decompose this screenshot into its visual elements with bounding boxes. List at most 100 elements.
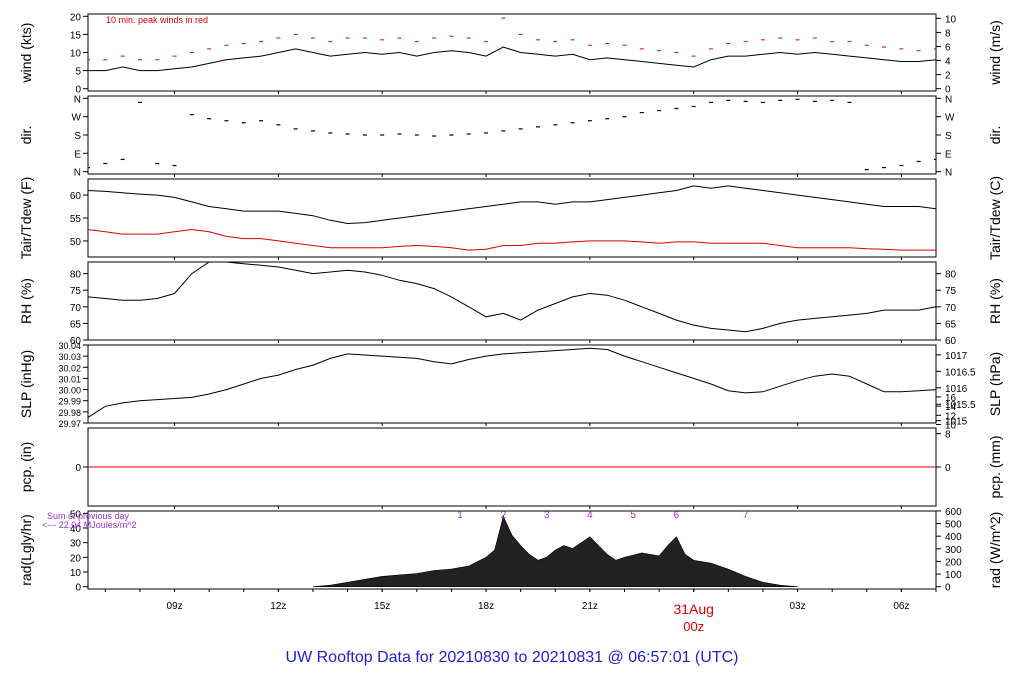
y-axis-label-left: wind (kts) — [18, 23, 34, 84]
y-axis-label-right: pcp. (mm) — [987, 436, 1003, 499]
y-tick-label-right: S — [945, 131, 952, 142]
y-tick-label-left: N — [74, 168, 81, 179]
y-tick-label-left: 15 — [70, 30, 82, 41]
y-tick-label-right: 4 — [945, 57, 951, 68]
y-tick-label-right: 12 — [945, 411, 957, 422]
x-tick-label: 06z — [893, 601, 909, 612]
y-axis-label-left: RH (%) — [18, 278, 34, 324]
y-tick-label-right: 8 — [945, 28, 951, 39]
series-line-tdew — [88, 228, 936, 251]
y-tick-label-right: 600 — [945, 507, 962, 518]
date-marker-time: 00z — [683, 619, 704, 634]
y-tick-label-right: 100 — [945, 570, 962, 581]
y-tick-label-right: N — [945, 94, 952, 105]
x-tick-label: 18z — [478, 601, 494, 612]
y-tick-label-right: N — [945, 168, 952, 179]
y-axis-label-right: RH (%) — [987, 278, 1003, 324]
panel-frame — [87, 344, 937, 424]
y-tick-label-left: 10 — [70, 568, 82, 579]
series-line-tair — [88, 185, 936, 225]
y-tick-label-left: 55 — [70, 214, 82, 225]
hour-marker-6: 6 — [674, 510, 680, 521]
y-tick-label-left: 40 — [70, 524, 82, 535]
x-axis: 09z 12z 15z 18z 21z 03z 06z 31Aug 00z — [104, 589, 937, 634]
y-tick-label-left: N — [74, 94, 81, 105]
y-axis-label-right: wind (m/s) — [987, 20, 1003, 86]
y-tick-label-left: 30 — [70, 539, 82, 550]
y-tick-label-right: 1016.5 — [945, 367, 976, 378]
hour-marker-1: 1 — [457, 510, 463, 521]
y-tick-label-left: 0 — [75, 583, 81, 594]
y-tick-label-right: 65 — [945, 319, 957, 330]
panel-frame — [87, 510, 937, 590]
y-tick-label-left: 0 — [75, 85, 81, 96]
y-tick-label-right: 14 — [945, 402, 957, 413]
y-axis-label-left: dir. — [18, 126, 34, 145]
panel-rad: 010203040500100200300400500600rad(Lgly/h… — [18, 507, 1003, 594]
y-axis-label-right: dir. — [987, 126, 1003, 145]
y-tick-label-right: 80 — [945, 270, 957, 281]
panel-rh: 60 65 70 75 80 60 65 70 75 80 RH (%) RH (%) — [18, 261, 1003, 347]
peak-winds-note: 10 min. peak winds in red — [106, 15, 208, 25]
y-tick-label-left: 75 — [70, 286, 82, 297]
y-tick-label-left: 65 — [70, 319, 82, 330]
y-tick-label-left: 50 — [70, 509, 82, 520]
y-tick-label-left: 60 — [70, 336, 82, 347]
panel-frame — [87, 95, 937, 175]
hour-marker-5: 5 — [630, 510, 636, 521]
y-tick-label-left: 80 — [70, 270, 82, 281]
y-axis-label-right: SLP (hPa) — [987, 352, 1003, 416]
series-line-rh — [88, 262, 936, 333]
y-tick-label-left: 30.04 — [58, 341, 81, 351]
panel-frame — [87, 13, 937, 92]
y-tick-label-left: 30.02 — [58, 363, 81, 373]
panel-wind: 0 5 10 15 20 0 2 4 6 8 10 wind (kts) wind (m/s) 10 mi… — [18, 12, 1003, 95]
hour-marker-7: 7 — [743, 510, 749, 521]
panel-pcp: 0 0 pcp. (in) pcp. (mm) — [18, 427, 1003, 509]
radiation-sum-note: Sum of previous day — [47, 511, 130, 521]
y-tick-label-right: 10 — [945, 420, 957, 431]
y-axis-label-left: Tair/Tdew (F) — [18, 177, 34, 259]
y-axis-label-left: SLP (inHg) — [18, 350, 34, 418]
y-tick-label-left: 60 — [70, 191, 82, 202]
date-marker-label: 31Aug — [673, 601, 713, 617]
x-tick-label: 12z — [270, 601, 286, 612]
radiation-area — [312, 515, 798, 587]
y-tick-label-left: 29.98 — [58, 408, 81, 418]
y-tick-label-right: 16 — [945, 393, 957, 404]
x-tick-label: 03z — [789, 601, 805, 612]
y-tick-label-left: E — [74, 149, 81, 160]
y-tick-label-right: 0 — [945, 583, 951, 594]
y-axis-label-right: Tair/Tdew (C) — [987, 176, 1003, 260]
y-tick-label-left: S — [74, 131, 81, 142]
y-tick-label-left: 0 — [75, 463, 81, 474]
y-tick-label-right: 60 — [945, 336, 957, 347]
y-tick-label-left: 50 — [70, 237, 82, 248]
series-line-slp — [88, 347, 936, 418]
y-tick-label-right: 2 — [945, 71, 951, 82]
y-tick-label-right: 1016 — [945, 384, 968, 395]
y-tick-label-left: 30.03 — [58, 352, 81, 362]
y-tick-label-left: 10 — [70, 49, 82, 60]
y-tick-label-right: 300 — [945, 545, 962, 556]
y-tick-label-left: 20 — [70, 553, 82, 564]
series-line-wind-speed — [88, 46, 936, 72]
x-tick-label: 21z — [582, 601, 598, 612]
hour-marker-3: 3 — [544, 510, 550, 521]
x-tick-label: 09z — [166, 601, 182, 612]
y-tick-label-right: 75 — [945, 286, 957, 297]
y-axis-label-left: pcp. (in) — [18, 442, 34, 493]
hour-marker-2: 2 — [501, 510, 507, 521]
y-tick-label-left: 5 — [75, 67, 81, 78]
y-tick-label-left: 29.97 — [58, 419, 81, 429]
y-tick-label-right: 10 — [945, 14, 957, 25]
y-tick-label-right: 0 — [945, 85, 951, 96]
y-tick-label-right: E — [945, 149, 952, 160]
y-tick-label-left: 30.00 — [58, 386, 81, 396]
y-tick-label-right: 1017 — [945, 351, 968, 362]
